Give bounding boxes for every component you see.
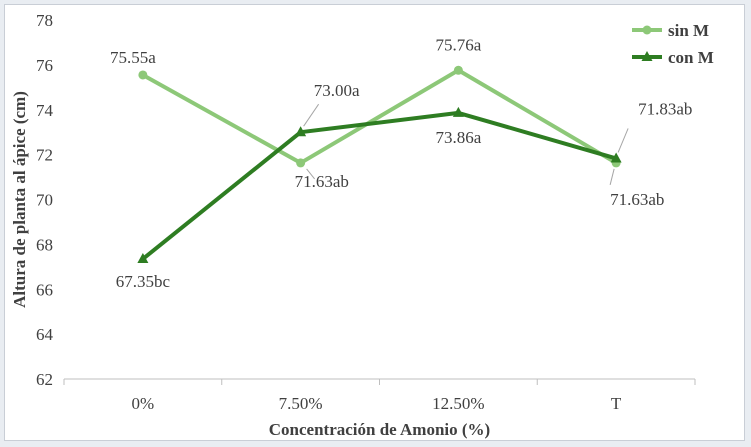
y-tick-label: 64	[36, 325, 54, 344]
y-tick-label: 78	[36, 11, 53, 30]
y-tick-label: 74	[36, 101, 54, 120]
y-tick-label: 68	[36, 235, 53, 254]
x-tick-label: T	[611, 394, 622, 413]
y-tick-label: 70	[36, 191, 53, 210]
x-axis-title: Concentración de Amonio (%)	[269, 420, 490, 439]
data-label: 73.86a	[435, 128, 481, 147]
data-label: 73.00a	[314, 81, 360, 100]
label-leader-lines	[303, 103, 629, 186]
y-tick-label: 66	[36, 280, 53, 299]
y-tick-label: 76	[36, 56, 53, 75]
data-label: 75.76a	[435, 35, 481, 54]
x-tick-label: 0%	[132, 394, 155, 413]
leader-line	[303, 103, 320, 127]
x-axis-tick-labels: 0% 7.50% 12.50% T	[132, 394, 622, 413]
leader-line	[617, 128, 629, 153]
y-tick-label: 62	[36, 370, 53, 389]
data-point	[296, 158, 306, 168]
line-chart: 62 64 66 68 70 72 74 76 78 0% 7.50% 12.50% T Altura…	[10, 11, 714, 439]
series-line-1	[141, 68, 618, 165]
y-axis-ticks: 62 64 66 68 70 72 74 76 78	[36, 11, 54, 389]
data-label: 75.55a	[110, 48, 156, 67]
legend-marker	[642, 25, 652, 35]
data-point	[137, 252, 149, 263]
data-point	[453, 65, 463, 75]
chart-frame: 62 64 66 68 70 72 74 76 78 0% 7.50% 12.50% T Altura…	[4, 4, 745, 441]
series-markers	[137, 65, 622, 263]
data-label: 71.63ab	[610, 190, 664, 209]
leader-line	[306, 168, 316, 180]
data-point	[295, 126, 307, 137]
data-point	[610, 152, 622, 163]
y-tick-label: 72	[36, 146, 53, 165]
x-tick-label: 12.50%	[432, 394, 484, 413]
data-point	[452, 106, 464, 117]
legend-label: sin M	[668, 21, 709, 40]
data-label: 67.35bc	[116, 272, 171, 291]
data-label: 71.63ab	[295, 172, 349, 191]
x-axis-ticks	[63, 379, 696, 385]
legend-marker	[641, 51, 653, 61]
data-label: 71.83ab	[638, 99, 692, 118]
series-lines	[141, 68, 618, 261]
legend: sin M con M	[632, 21, 714, 67]
leader-line	[609, 168, 615, 186]
data-labels: 75.55a 71.63ab 75.76a 71.63ab 67.35bc 73.00a 7…	[110, 35, 692, 291]
legend-label: con M	[668, 48, 714, 67]
data-point	[138, 70, 148, 80]
x-tick-label: 7.50%	[279, 394, 323, 413]
y-axis-title: Altura de planta al ápice (cm)	[10, 91, 29, 308]
series-line-2	[141, 110, 617, 261]
